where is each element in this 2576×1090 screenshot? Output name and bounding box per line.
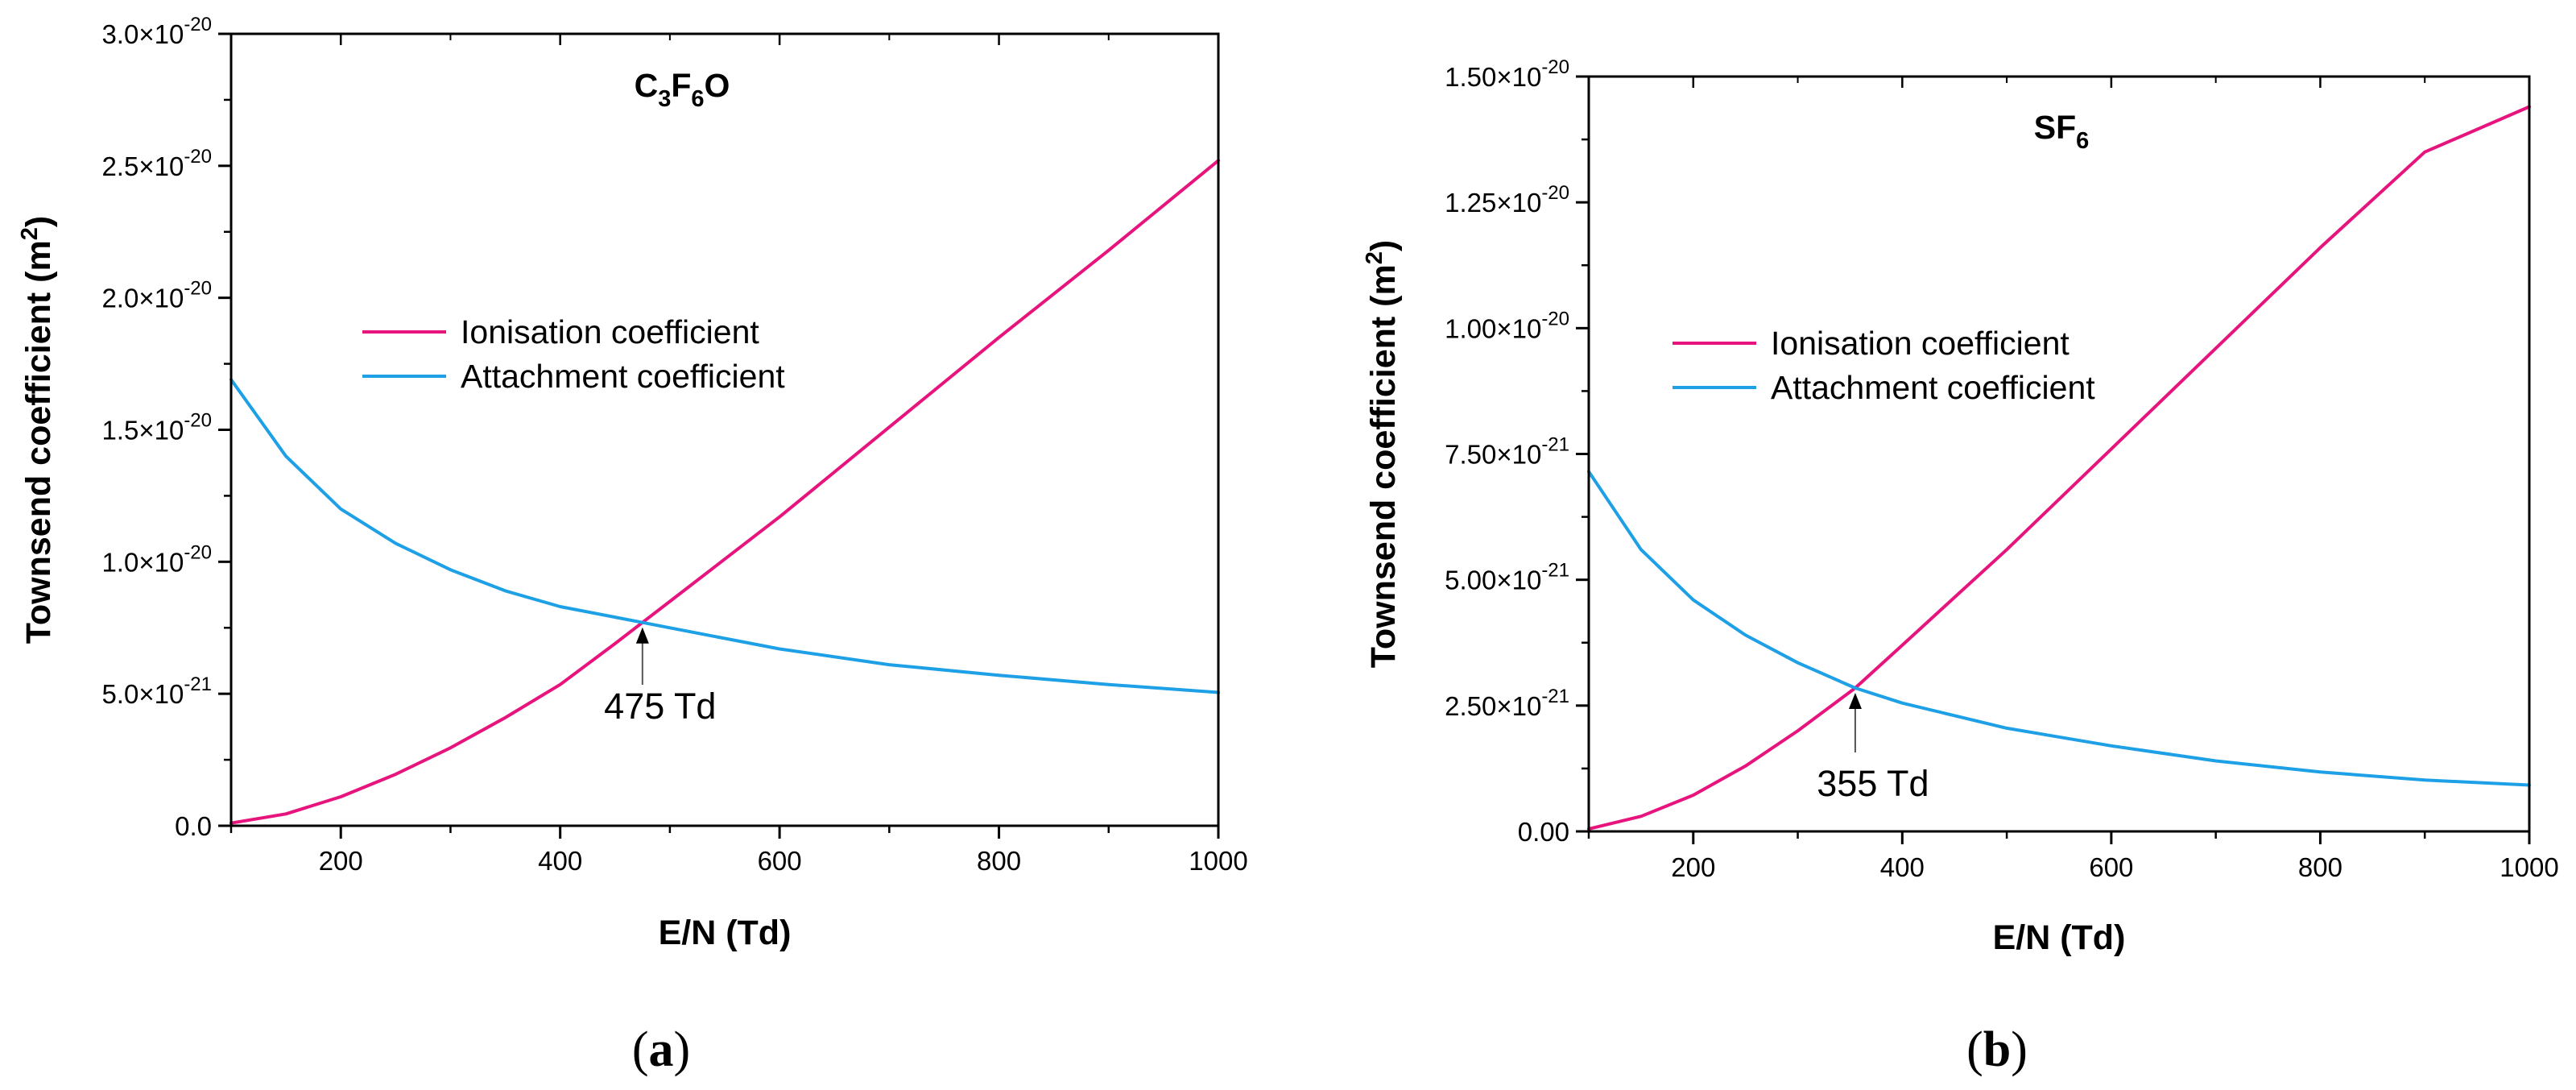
x-tick-label: 1000: [2500, 852, 2558, 882]
y-tick-label: 2.5×10-20: [101, 146, 212, 181]
x-tick-label: 200: [1671, 852, 1715, 882]
panel-label: (b): [1966, 1022, 2028, 1077]
annotation-label: 355 Td: [1817, 763, 1929, 804]
y-tick-label: 0.00: [1518, 817, 1569, 847]
x-tick-label: 800: [2298, 852, 2342, 882]
panel-label: (a): [632, 1022, 690, 1077]
y-tick-label: 5.0×10-21: [101, 673, 212, 709]
y-tick-label: 2.0×10-20: [101, 278, 212, 313]
x-tick-label: 600: [758, 846, 802, 876]
series-line-attachment: [229, 378, 1220, 694]
plot-frame: [1587, 75, 2531, 833]
y-tick-label: 1.00×10-20: [1445, 308, 1569, 343]
x-tick-label: 600: [2089, 852, 2133, 882]
legend-label: Ionisation coefficient: [461, 313, 759, 350]
y-tick-label: 1.50×10-20: [1445, 56, 1569, 92]
annotation-label: 475 Td: [604, 686, 716, 727]
chart-panel-1: 200 400 600 800 1000 0.0 5.0×10-21 1.0×10-20 1.5…: [17, 14, 1248, 952]
chart-title: C3F6O: [635, 67, 730, 112]
x-axis-title: E/N (Td): [1993, 918, 2126, 957]
x-tick-label: 200: [319, 846, 363, 876]
series-line-attachment: [1587, 470, 2531, 787]
y-axis-title: Townsend coefficient (m2): [17, 216, 58, 644]
x-axis-title: E/N (Td): [659, 914, 792, 952]
y-tick-label: 3.0×10-20: [101, 14, 212, 49]
series-line-ionisation: [229, 159, 1220, 825]
legend-label: Ionisation coefficient: [1771, 325, 2069, 362]
y-tick-label: 5.00×10-21: [1445, 560, 1569, 595]
y-tick-label: 1.0×10-20: [101, 541, 212, 577]
x-tick-label: 400: [538, 846, 582, 876]
series-line-ionisation: [1587, 105, 2531, 831]
annotation-arrow-head: [1848, 692, 1862, 709]
annotation-arrow-head: [635, 627, 649, 644]
y-tick-label: 0.0: [175, 811, 212, 841]
x-tick-label: 1000: [1189, 846, 1247, 876]
x-tick-label: 800: [977, 846, 1021, 876]
y-tick-label: 2.50×10-21: [1445, 686, 1569, 721]
legend-label: Attachment coefficient: [1771, 369, 2095, 406]
y-axis-title: Townsend coefficient (m2): [1362, 240, 1403, 668]
chart-panel-2: 200 400 600 800 1000 0.00 2.50×10-21 5.00×10-21…: [1362, 56, 2559, 957]
y-tick-label: 1.25×10-20: [1445, 182, 1569, 218]
y-tick-label: 1.5×10-20: [101, 410, 212, 446]
y-tick-label: 7.50×10-21: [1445, 434, 1569, 470]
x-tick-label: 400: [1880, 852, 1925, 882]
legend-label: Attachment coefficient: [461, 358, 785, 395]
plot-frame: [229, 32, 1220, 827]
chart-title: SF6: [2034, 109, 2090, 154]
